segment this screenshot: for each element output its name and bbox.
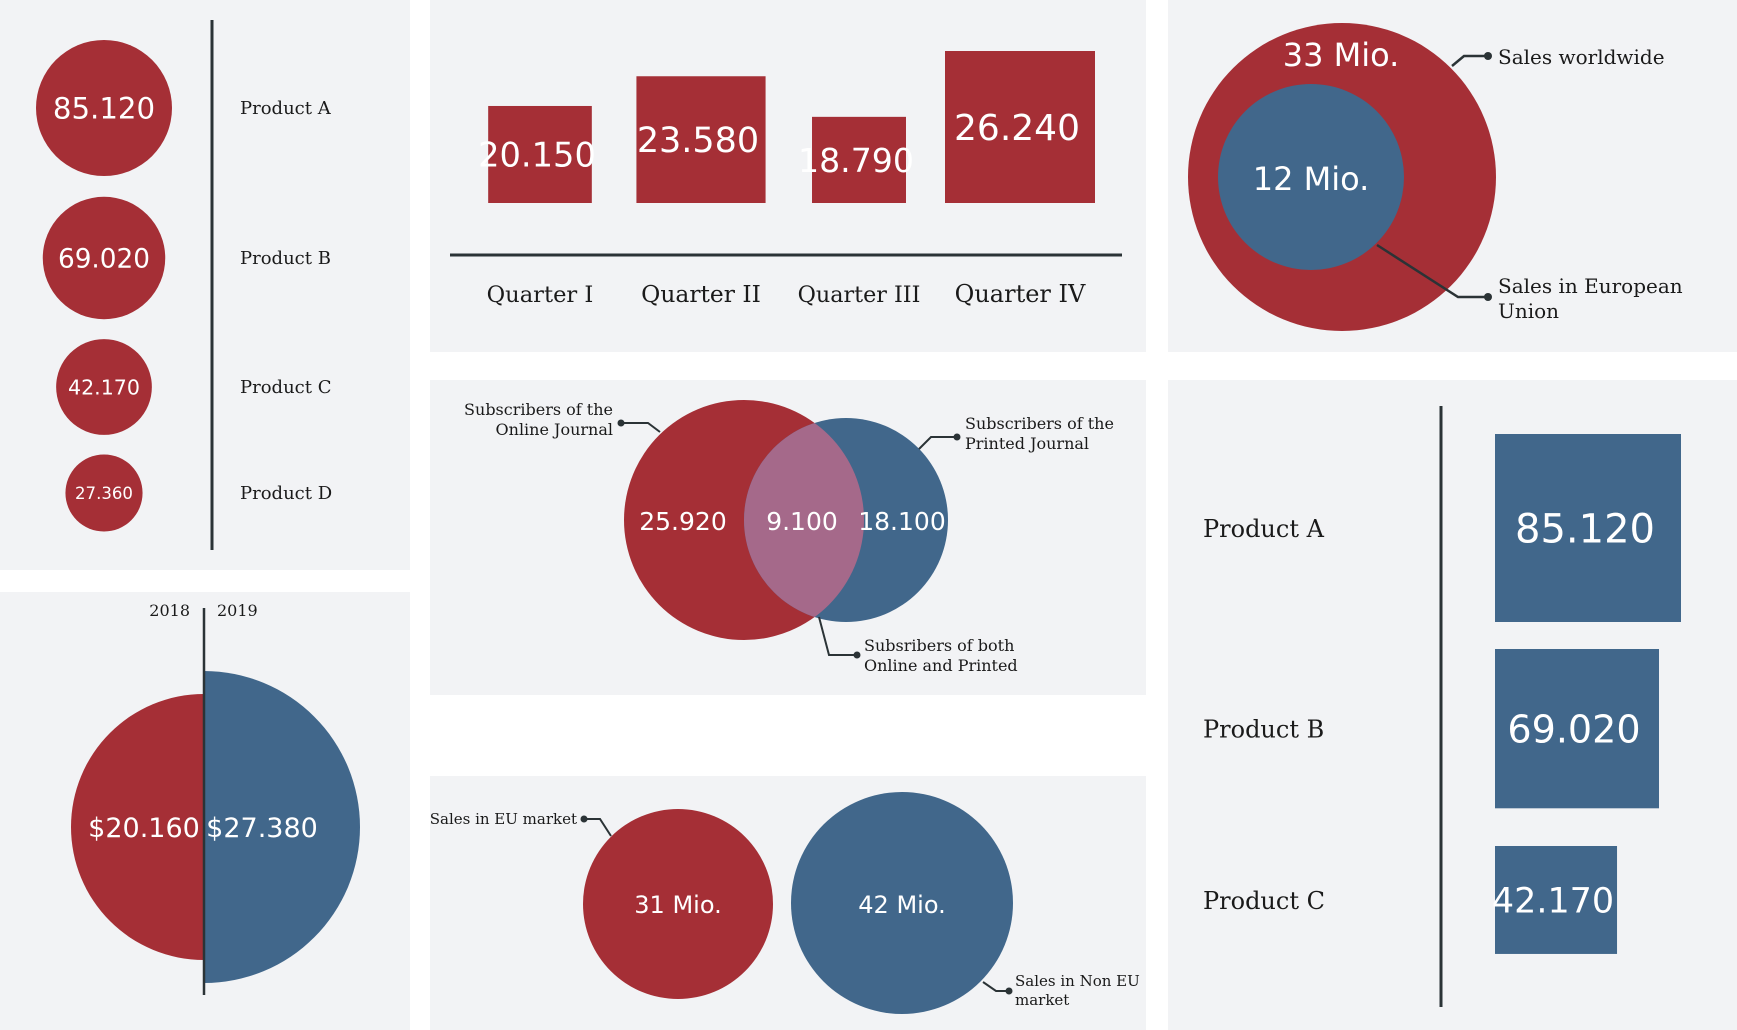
inner-callout-label-line2: Union [1498, 299, 1559, 323]
eu-value-label: 31 Mio. [634, 891, 721, 919]
venn-overlap [744, 418, 864, 622]
product-bubble-label: Product B [240, 248, 331, 269]
eu-callout-label: Sales in EU market [430, 810, 577, 828]
venn-overlap-value: 9.100 [766, 507, 838, 536]
value-label-2018: $20.160 [88, 813, 200, 844]
venn-online-label-line1: Subscribers of the [464, 400, 613, 419]
venn-printed-callout-dot [953, 433, 961, 441]
quarter-bar [945, 51, 1095, 203]
quarter-bar-chart: 20.150 Quarter I 23.580 Quarter II 18.790 Qua… [450, 51, 1122, 308]
product-bubble [42, 196, 166, 320]
inner-callout-dot [1484, 293, 1492, 301]
venn-printed-callout-line [918, 436, 957, 450]
product-bubble-value: 69.020 [58, 244, 150, 274]
product-square-chart: 85.120 Product A 69.020 Product B 42.170 Prod… [1203, 406, 1681, 1007]
venn-both-callout-line [818, 616, 857, 656]
eu-bubble-chart: 31 Mio. 42 Mio. Sales in EU market Sales… [430, 792, 1140, 1014]
inner-callout-line [1376, 243, 1488, 299]
venn-online-callout-dot [617, 419, 625, 427]
product-square-label: Product B [1203, 716, 1324, 744]
product-bubble-label: Product A [240, 98, 332, 119]
venn-chart: 25.920 9.100 18.100 Subscribers of the O… [464, 400, 1114, 675]
product-square-value: 42.170 [1492, 882, 1614, 922]
venn-both-callout-dot [853, 651, 861, 659]
quarter-label: Quarter I [487, 282, 594, 308]
bubble-non-eu-market [791, 792, 1013, 1014]
quarter-label: Quarter III [798, 282, 921, 308]
half-circle-2019 [204, 671, 360, 983]
product-bubble-value: 42.170 [68, 375, 140, 399]
product-bubble-value: 27.360 [75, 484, 133, 503]
non-eu-value-label: 42 Mio. [858, 891, 945, 919]
quarter-bar [488, 105, 592, 203]
quarter-bar [812, 116, 906, 203]
outer-callout-label: Sales worldwide [1498, 45, 1665, 69]
product-bubble-label: Product D [240, 483, 332, 504]
half-circle-2018 [71, 694, 204, 960]
product-square-label: Product C [1203, 887, 1325, 915]
quarter-bar-value: 18.790 [798, 141, 914, 180]
product-bubble-label: Product C [240, 377, 331, 398]
venn-both-label-line2: Online and Printed [864, 656, 1018, 675]
half-circle-chart: 2018 2019 $20.160 $27.380 [71, 601, 360, 995]
quarter-bar-value: 26.240 [954, 108, 1080, 149]
quarter-label: Quarter II [641, 280, 761, 308]
non-eu-callout-label-line1: Sales in Non EU [1015, 972, 1140, 990]
venn-printed-value: 18.100 [858, 507, 945, 536]
year-label-2018: 2018 [149, 601, 190, 620]
nested-circle-chart: 33 Mio. 12 Mio. Sales worldwide Sales in… [1188, 23, 1683, 331]
venn-online-value: 25.920 [639, 507, 726, 536]
product-bubble [65, 454, 143, 532]
product-square [1495, 649, 1660, 809]
quarter-bar-value: 23.580 [637, 121, 759, 161]
venn-printed-label-line1: Subscribers of the [965, 414, 1114, 433]
non-eu-callout-label-line2: market [1015, 991, 1069, 1009]
quarter-bar [636, 76, 766, 203]
bubble-eu-market [583, 809, 773, 999]
inner-circle-eu [1218, 84, 1404, 270]
value-label-2019: $27.380 [206, 813, 318, 844]
product-square-label: Product A [1203, 515, 1325, 543]
quarter-bar-value: 20.150 [478, 136, 596, 175]
product-square-value: 85.120 [1515, 506, 1655, 552]
product-square [1495, 434, 1681, 622]
outer-callout-dot [1484, 52, 1492, 60]
venn-online-callout-line [621, 422, 661, 433]
venn-printed-label-line2: Printed Journal [965, 434, 1089, 453]
outer-value-label: 33 Mio. [1283, 36, 1400, 74]
panel-eu-bubbles [430, 776, 1146, 1030]
venn-online-label-line2: Online Journal [496, 420, 613, 439]
product-square-value: 69.020 [1507, 707, 1640, 751]
inner-callout-label-line1: Sales in European [1498, 274, 1683, 298]
product-bubble [36, 40, 172, 176]
eu-callout-line [584, 818, 612, 837]
product-square [1495, 846, 1618, 954]
year-label-2019: 2019 [217, 601, 258, 620]
inner-value-label: 12 Mio. [1253, 160, 1370, 198]
non-eu-callout-dot [1005, 987, 1013, 995]
venn-both-label-line1: Subsribers of both [864, 636, 1014, 655]
product-bubble-value: 85.120 [53, 92, 155, 126]
eu-callout-dot [580, 815, 588, 823]
non-eu-callout-line [982, 981, 1009, 992]
product-bubble [56, 339, 152, 435]
product-bubble-chart: 85.120 Product A 69.020 Product B 42.170 Prod… [36, 20, 332, 550]
outer-callout-line [1451, 54, 1488, 67]
quarter-label: Quarter IV [955, 280, 1086, 308]
